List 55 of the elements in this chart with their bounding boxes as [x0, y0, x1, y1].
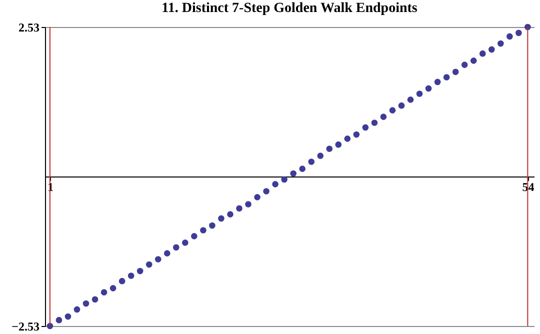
point	[136, 268, 144, 274]
point	[182, 240, 188, 246]
chart-title: 11. Distinct 7-Step Golden Walk Endpoints	[162, 1, 418, 16]
point	[118, 278, 126, 284]
point	[56, 316, 62, 324]
point	[64, 313, 72, 320]
point	[236, 205, 242, 212]
point	[326, 146, 333, 152]
point	[154, 256, 162, 262]
point	[254, 194, 260, 200]
point	[92, 296, 98, 303]
point	[272, 181, 278, 188]
point	[74, 306, 80, 313]
point	[371, 120, 378, 126]
point	[263, 188, 270, 194]
point	[245, 201, 252, 208]
point	[479, 50, 486, 57]
point	[110, 285, 116, 292]
point	[100, 289, 108, 296]
point	[398, 102, 405, 109]
point	[452, 68, 459, 76]
point	[497, 40, 504, 47]
point	[434, 78, 441, 86]
point	[425, 85, 432, 92]
point	[461, 62, 468, 68]
point	[146, 261, 152, 268]
point	[82, 300, 90, 307]
point	[516, 30, 522, 36]
point	[281, 176, 288, 183]
point	[443, 74, 450, 80]
point	[470, 58, 477, 64]
point	[344, 136, 351, 142]
point	[488, 46, 495, 53]
point	[191, 233, 198, 240]
point	[362, 124, 369, 131]
point	[335, 141, 342, 148]
point	[200, 227, 206, 234]
point	[506, 33, 513, 40]
point	[290, 170, 296, 177]
point	[317, 152, 324, 159]
point	[218, 215, 224, 222]
point	[353, 131, 360, 138]
point	[416, 90, 423, 97]
y-tick-label: 2.53	[18, 20, 40, 34]
y-tick-label: −2.53	[12, 320, 40, 334]
point	[164, 250, 170, 256]
point	[227, 211, 234, 218]
point	[299, 166, 306, 172]
point	[407, 96, 414, 103]
point	[172, 244, 180, 251]
point	[380, 114, 387, 120]
point	[308, 158, 315, 165]
point	[389, 107, 396, 114]
point	[209, 222, 216, 229]
point	[128, 272, 134, 279]
